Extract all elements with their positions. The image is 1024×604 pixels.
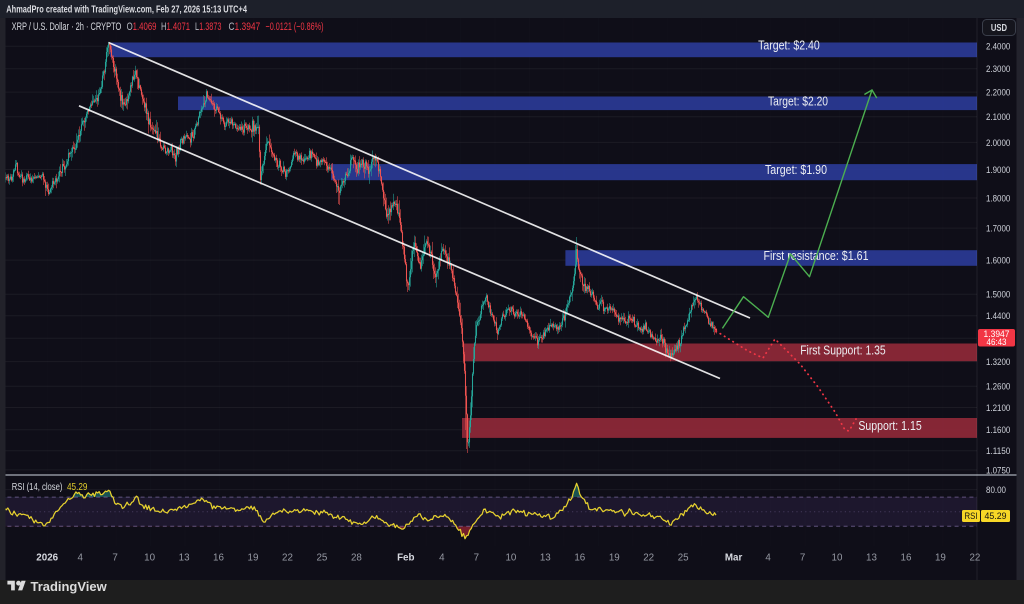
svg-text:1.1600: 1.1600 xyxy=(986,425,1010,436)
svg-text:1.3947: 1.3947 xyxy=(984,329,1010,340)
svg-text:2.3000: 2.3000 xyxy=(986,64,1010,75)
svg-text:TradingView: TradingView xyxy=(31,579,108,594)
svg-text:13: 13 xyxy=(540,552,551,563)
svg-text:45.29: 45.29 xyxy=(985,511,1007,521)
svg-text:1.0750: 1.0750 xyxy=(986,465,1010,476)
svg-text:2.0000: 2.0000 xyxy=(986,138,1010,149)
svg-text:Support: 1.15: Support: 1.15 xyxy=(858,419,921,433)
svg-text:2.4000: 2.4000 xyxy=(986,42,1010,53)
svg-text:13: 13 xyxy=(866,552,877,563)
svg-text:13: 13 xyxy=(179,552,190,563)
svg-text:1.5000: 1.5000 xyxy=(986,290,1010,301)
svg-text:10: 10 xyxy=(505,552,516,563)
svg-text:16: 16 xyxy=(574,552,585,563)
svg-text:1.1150: 1.1150 xyxy=(986,446,1010,457)
svg-text:1.9000: 1.9000 xyxy=(986,165,1010,176)
svg-text:USD: USD xyxy=(991,23,1007,34)
svg-text:19: 19 xyxy=(248,552,259,563)
svg-text:2026: 2026 xyxy=(36,552,58,563)
svg-text:First Support: 1.35: First Support: 1.35 xyxy=(800,343,886,357)
svg-text:46:43: 46:43 xyxy=(987,337,1007,348)
svg-text:22: 22 xyxy=(282,552,293,563)
svg-text:1.2100: 1.2100 xyxy=(986,403,1010,414)
svg-text:19: 19 xyxy=(935,552,946,563)
svg-text:Target: $1.90: Target: $1.90 xyxy=(765,163,827,177)
svg-text:RSI: RSI xyxy=(965,511,978,521)
svg-text:25: 25 xyxy=(678,552,689,563)
svg-text:Target: $2.20: Target: $2.20 xyxy=(768,94,828,108)
svg-text:L1.3873: L1.3873 xyxy=(195,21,222,33)
svg-text:Target: $2.40: Target: $2.40 xyxy=(758,39,820,53)
svg-text:7: 7 xyxy=(474,552,479,563)
svg-text:Mar: Mar xyxy=(725,552,743,563)
svg-text:22: 22 xyxy=(643,552,654,563)
svg-text:16: 16 xyxy=(901,552,912,563)
svg-text:19: 19 xyxy=(609,552,620,563)
svg-text:7: 7 xyxy=(112,552,117,563)
svg-text:AhmadPro created with TradingV: AhmadPro created with TradingView.com, F… xyxy=(6,3,247,15)
svg-text:45.29: 45.29 xyxy=(67,481,88,493)
svg-text:2.1000: 2.1000 xyxy=(986,112,1010,123)
svg-text:28: 28 xyxy=(351,552,362,563)
svg-text:80.00: 80.00 xyxy=(986,485,1006,496)
svg-text:2.2000: 2.2000 xyxy=(986,88,1010,99)
svg-text:10: 10 xyxy=(144,552,155,563)
svg-text:RSI (14, close): RSI (14, close) xyxy=(12,481,63,493)
svg-text:4: 4 xyxy=(765,552,771,563)
svg-text:1.3200: 1.3200 xyxy=(986,357,1010,368)
svg-text:4: 4 xyxy=(77,552,83,563)
svg-text:7: 7 xyxy=(800,552,805,563)
svg-text:O1.4069: O1.4069 xyxy=(127,21,157,33)
svg-text:1.6000: 1.6000 xyxy=(986,256,1010,267)
svg-text:4: 4 xyxy=(439,552,445,563)
svg-text:−0.0121 (−0.86%): −0.0121 (−0.86%) xyxy=(266,21,324,33)
svg-text:10: 10 xyxy=(832,552,843,563)
svg-text:1.4400: 1.4400 xyxy=(986,311,1010,322)
svg-text:1.2600: 1.2600 xyxy=(986,382,1010,393)
svg-text:16: 16 xyxy=(213,552,224,563)
svg-text:H1.4071: H1.4071 xyxy=(161,21,190,33)
svg-text:25: 25 xyxy=(316,552,327,563)
svg-text:Feb: Feb xyxy=(397,552,414,563)
svg-text:1.8000: 1.8000 xyxy=(986,193,1010,204)
svg-text:22: 22 xyxy=(969,552,980,563)
svg-text:1.7000: 1.7000 xyxy=(986,224,1010,235)
svg-text:XRP / U.S. Dollar · 2h · CRYPT: XRP / U.S. Dollar · 2h · CRYPTO xyxy=(12,21,122,33)
svg-text:C1.3947: C1.3947 xyxy=(229,21,261,33)
